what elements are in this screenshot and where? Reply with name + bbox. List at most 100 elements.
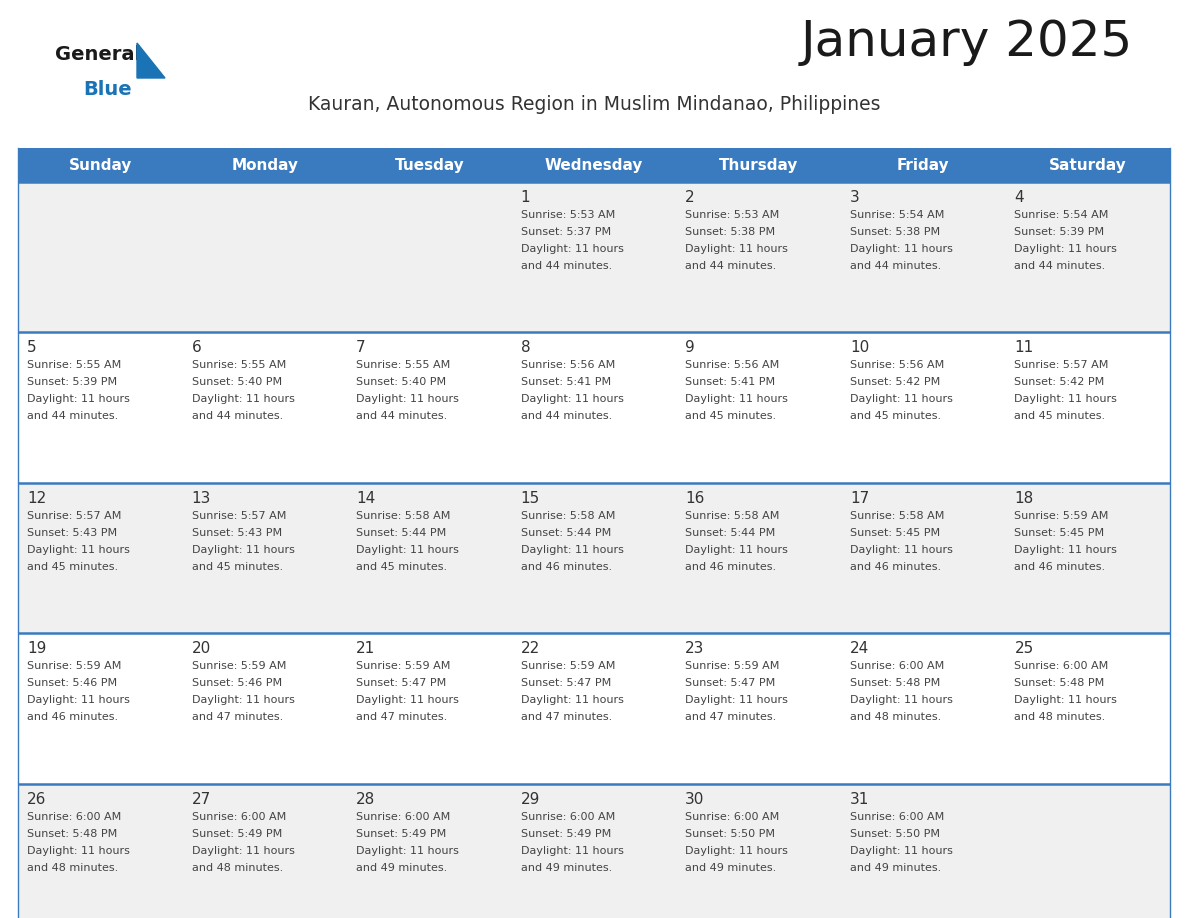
Text: Daylight: 11 hours: Daylight: 11 hours <box>1015 395 1117 405</box>
Text: Sunset: 5:50 PM: Sunset: 5:50 PM <box>685 829 776 839</box>
Text: 17: 17 <box>849 491 870 506</box>
Text: Kauran, Autonomous Region in Muslim Mindanao, Philippines: Kauran, Autonomous Region in Muslim Mind… <box>308 95 880 114</box>
Text: Daylight: 11 hours: Daylight: 11 hours <box>520 244 624 254</box>
Text: and 45 minutes.: and 45 minutes. <box>356 562 447 572</box>
Text: Sunrise: 6:00 AM: Sunrise: 6:00 AM <box>191 812 286 822</box>
Text: 19: 19 <box>27 641 46 656</box>
Text: Sunset: 5:49 PM: Sunset: 5:49 PM <box>520 829 611 839</box>
Text: Daylight: 11 hours: Daylight: 11 hours <box>849 845 953 856</box>
Text: Sunrise: 6:00 AM: Sunrise: 6:00 AM <box>685 812 779 822</box>
Text: Sunrise: 5:59 AM: Sunrise: 5:59 AM <box>27 661 121 671</box>
Text: Daylight: 11 hours: Daylight: 11 hours <box>685 544 788 554</box>
Text: Sunrise: 5:53 AM: Sunrise: 5:53 AM <box>520 210 615 220</box>
Bar <box>18 332 1170 483</box>
Text: 21: 21 <box>356 641 375 656</box>
Text: Daylight: 11 hours: Daylight: 11 hours <box>1015 244 1117 254</box>
Text: Sunrise: 5:57 AM: Sunrise: 5:57 AM <box>27 510 121 521</box>
Text: Sunrise: 5:55 AM: Sunrise: 5:55 AM <box>27 361 121 370</box>
Text: Sunset: 5:47 PM: Sunset: 5:47 PM <box>520 678 611 688</box>
Text: Sunrise: 5:57 AM: Sunrise: 5:57 AM <box>1015 361 1108 370</box>
Text: Daylight: 11 hours: Daylight: 11 hours <box>356 845 459 856</box>
Text: Daylight: 11 hours: Daylight: 11 hours <box>356 695 459 705</box>
Text: 8: 8 <box>520 341 530 355</box>
Text: January 2025: January 2025 <box>801 18 1133 66</box>
Text: 29: 29 <box>520 791 541 807</box>
Text: 20: 20 <box>191 641 210 656</box>
Text: Sunset: 5:48 PM: Sunset: 5:48 PM <box>27 829 118 839</box>
Text: Sunset: 5:46 PM: Sunset: 5:46 PM <box>27 678 118 688</box>
Text: Sunset: 5:47 PM: Sunset: 5:47 PM <box>685 678 776 688</box>
Text: 11: 11 <box>1015 341 1034 355</box>
Text: Friday: Friday <box>897 158 949 173</box>
Text: Daylight: 11 hours: Daylight: 11 hours <box>1015 695 1117 705</box>
Text: Blue: Blue <box>83 80 132 99</box>
Text: Sunset: 5:46 PM: Sunset: 5:46 PM <box>191 678 282 688</box>
Text: and 48 minutes.: and 48 minutes. <box>191 863 283 873</box>
Text: Sunrise: 5:56 AM: Sunrise: 5:56 AM <box>520 361 615 370</box>
Text: Sunset: 5:40 PM: Sunset: 5:40 PM <box>191 377 282 387</box>
Text: Sunrise: 6:00 AM: Sunrise: 6:00 AM <box>1015 661 1108 671</box>
Text: and 46 minutes.: and 46 minutes. <box>520 562 612 572</box>
Text: Daylight: 11 hours: Daylight: 11 hours <box>685 845 788 856</box>
Text: 25: 25 <box>1015 641 1034 656</box>
Text: Sunset: 5:49 PM: Sunset: 5:49 PM <box>191 829 282 839</box>
Text: Daylight: 11 hours: Daylight: 11 hours <box>191 395 295 405</box>
Text: and 45 minutes.: and 45 minutes. <box>27 562 118 572</box>
Text: and 44 minutes.: and 44 minutes. <box>1015 261 1106 271</box>
Text: Daylight: 11 hours: Daylight: 11 hours <box>520 845 624 856</box>
Text: Sunrise: 5:58 AM: Sunrise: 5:58 AM <box>520 510 615 521</box>
Text: and 44 minutes.: and 44 minutes. <box>27 411 119 421</box>
Text: Daylight: 11 hours: Daylight: 11 hours <box>356 544 459 554</box>
Text: Sunrise: 6:00 AM: Sunrise: 6:00 AM <box>356 812 450 822</box>
Text: and 45 minutes.: and 45 minutes. <box>685 411 777 421</box>
Text: Sunset: 5:38 PM: Sunset: 5:38 PM <box>685 227 776 237</box>
Text: Daylight: 11 hours: Daylight: 11 hours <box>191 544 295 554</box>
Text: Sunrise: 6:00 AM: Sunrise: 6:00 AM <box>520 812 615 822</box>
Text: Sunset: 5:43 PM: Sunset: 5:43 PM <box>27 528 118 538</box>
Text: Sunrise: 6:00 AM: Sunrise: 6:00 AM <box>27 812 121 822</box>
Text: Sunrise: 5:56 AM: Sunrise: 5:56 AM <box>685 361 779 370</box>
Text: Sunrise: 5:53 AM: Sunrise: 5:53 AM <box>685 210 779 220</box>
Text: Thursday: Thursday <box>719 158 798 173</box>
Text: 12: 12 <box>27 491 46 506</box>
Text: Sunrise: 5:56 AM: Sunrise: 5:56 AM <box>849 361 944 370</box>
Text: Sunset: 5:48 PM: Sunset: 5:48 PM <box>849 678 940 688</box>
Polygon shape <box>137 43 165 78</box>
Text: Daylight: 11 hours: Daylight: 11 hours <box>27 695 129 705</box>
Text: 24: 24 <box>849 641 870 656</box>
Text: Sunrise: 5:58 AM: Sunrise: 5:58 AM <box>685 510 779 521</box>
Text: Daylight: 11 hours: Daylight: 11 hours <box>191 695 295 705</box>
Text: 6: 6 <box>191 341 201 355</box>
Text: Tuesday: Tuesday <box>394 158 465 173</box>
Text: and 46 minutes.: and 46 minutes. <box>1015 562 1106 572</box>
Text: Daylight: 11 hours: Daylight: 11 hours <box>849 695 953 705</box>
Bar <box>18 483 1170 633</box>
Text: and 48 minutes.: and 48 minutes. <box>27 863 119 873</box>
Text: and 47 minutes.: and 47 minutes. <box>520 712 612 722</box>
Text: and 45 minutes.: and 45 minutes. <box>1015 411 1106 421</box>
Text: Daylight: 11 hours: Daylight: 11 hours <box>1015 544 1117 554</box>
Bar <box>18 182 1170 332</box>
Text: Sunset: 5:44 PM: Sunset: 5:44 PM <box>356 528 447 538</box>
Text: Sunset: 5:43 PM: Sunset: 5:43 PM <box>191 528 282 538</box>
Text: 4: 4 <box>1015 190 1024 205</box>
Text: Sunset: 5:38 PM: Sunset: 5:38 PM <box>849 227 940 237</box>
Text: and 47 minutes.: and 47 minutes. <box>356 712 448 722</box>
Text: Daylight: 11 hours: Daylight: 11 hours <box>356 395 459 405</box>
Text: Sunset: 5:40 PM: Sunset: 5:40 PM <box>356 377 447 387</box>
Text: Sunrise: 5:59 AM: Sunrise: 5:59 AM <box>356 661 450 671</box>
Text: and 46 minutes.: and 46 minutes. <box>27 712 118 722</box>
Text: and 47 minutes.: and 47 minutes. <box>685 712 777 722</box>
Text: 28: 28 <box>356 791 375 807</box>
Text: Sunrise: 6:00 AM: Sunrise: 6:00 AM <box>849 812 944 822</box>
Text: 23: 23 <box>685 641 704 656</box>
Text: and 44 minutes.: and 44 minutes. <box>191 411 283 421</box>
Text: and 46 minutes.: and 46 minutes. <box>685 562 777 572</box>
Text: 16: 16 <box>685 491 704 506</box>
Text: Sunrise: 5:59 AM: Sunrise: 5:59 AM <box>685 661 779 671</box>
Text: and 49 minutes.: and 49 minutes. <box>685 863 777 873</box>
Text: General: General <box>55 45 141 64</box>
Text: Wednesday: Wednesday <box>545 158 643 173</box>
Text: and 48 minutes.: and 48 minutes. <box>849 712 941 722</box>
Text: and 44 minutes.: and 44 minutes. <box>520 261 612 271</box>
